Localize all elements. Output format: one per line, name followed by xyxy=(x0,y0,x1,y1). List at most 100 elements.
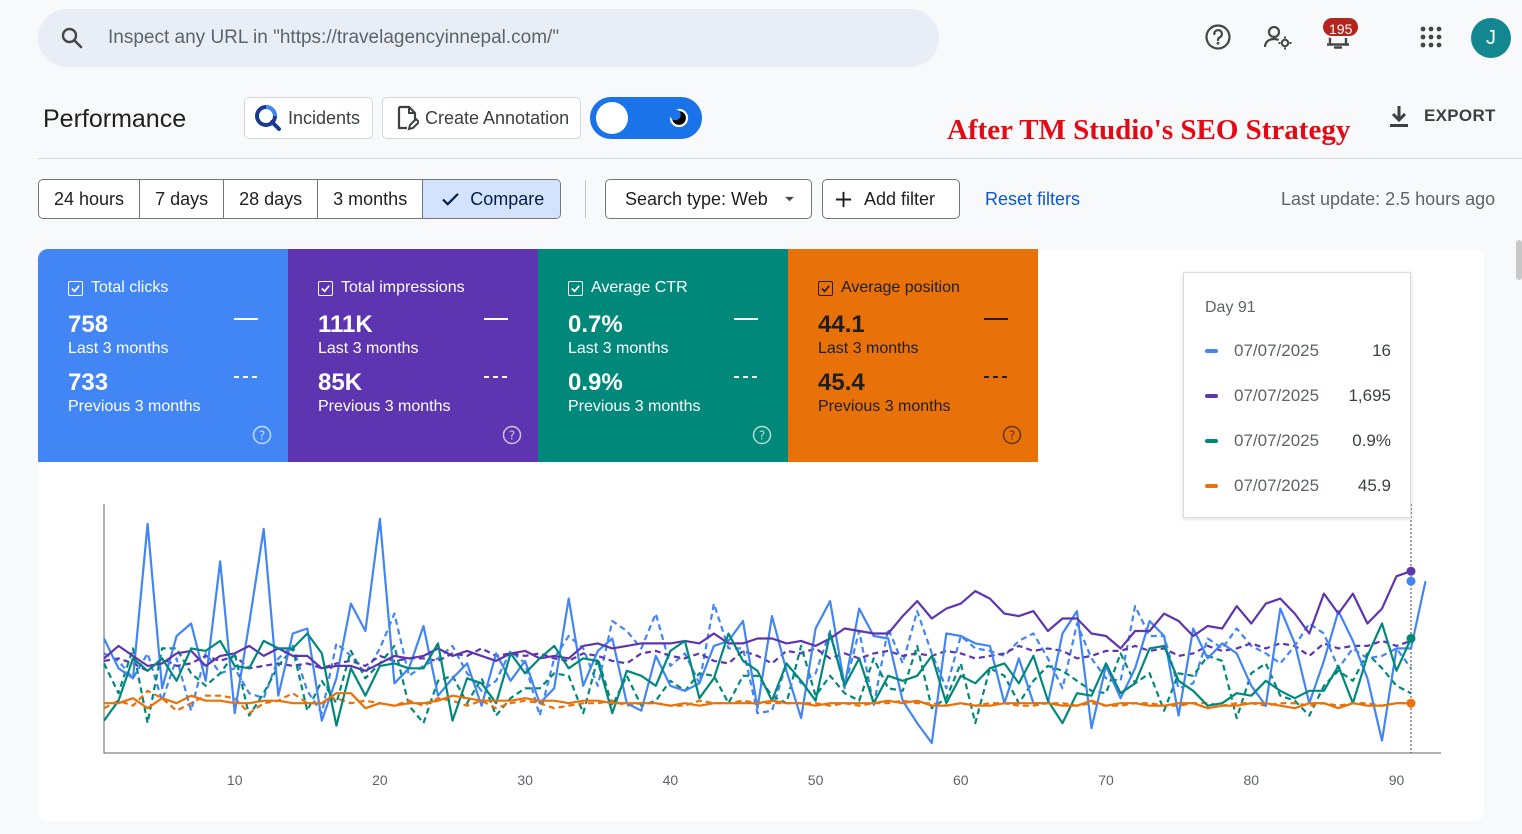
current-period-line-2[interactable] xyxy=(103,622,1413,727)
metric-value-current: 44.1 xyxy=(818,311,865,338)
metric-card-average-ctr[interactable]: Average CTR 0.7% Last 3 months 0.9% Prev… xyxy=(538,249,788,462)
x-tick-label-40: 40 xyxy=(663,772,679,788)
apps-grid-icon[interactable] xyxy=(1416,22,1446,52)
current-period-line-0[interactable] xyxy=(103,517,1427,745)
solid-line-legend xyxy=(234,318,258,320)
metric-header: Average position xyxy=(818,279,960,297)
hover-point-1 xyxy=(1406,566,1416,576)
annotation-note-icon xyxy=(397,105,419,131)
page-scrollbar[interactable] xyxy=(1516,240,1522,280)
metric-label: Total impressions xyxy=(341,279,465,296)
x-tick-label-20: 20 xyxy=(372,772,388,788)
dashed-line-legend xyxy=(484,376,508,378)
date-range-selector: 24 hours 7 days 28 days 3 months Compare xyxy=(38,179,562,219)
checkbox-checked-icon[interactable] xyxy=(318,280,333,296)
tooltip-date: 07/07/2025 xyxy=(1234,476,1320,495)
metric-value-previous: 45.4 xyxy=(818,369,865,396)
top-bar: 195 J xyxy=(0,0,1522,80)
hover-point-2 xyxy=(1406,633,1416,643)
page-title: Performance xyxy=(43,105,187,133)
metric-value-current: 758 xyxy=(68,311,109,338)
previous-period-line-6[interactable] xyxy=(103,644,1412,725)
add-filter-button[interactable]: Add filter xyxy=(822,179,960,219)
tooltip-date: 07/07/2025 xyxy=(1234,386,1320,405)
export-button[interactable]: EXPORT xyxy=(1388,104,1496,128)
tooltip-row-position: 07/07/2025 45.9 xyxy=(1205,474,1391,498)
svg-text:?: ? xyxy=(1009,429,1015,443)
metric-card-average-position[interactable]: Average position 44.1 Last 3 months 45.4… xyxy=(788,249,1038,462)
search-type-label: Search type: Web xyxy=(625,188,768,209)
x-tick-label-80: 80 xyxy=(1243,772,1259,788)
notification-count-badge: 195 xyxy=(1321,16,1361,38)
solid-line-legend xyxy=(984,318,1008,320)
metric-period-previous: Previous 3 months xyxy=(68,398,201,415)
metric-card-total-clicks[interactable]: Total clicks 758 Last 3 months 733 Previ… xyxy=(38,249,288,462)
dashed-line-legend xyxy=(734,376,758,378)
tooltip-row-ctr: 07/07/2025 0.9% xyxy=(1205,429,1391,453)
performance-line-chart[interactable]: 10 20 30 40 50 60 70 80 90 xyxy=(38,249,1484,821)
help-icon[interactable] xyxy=(1203,22,1233,52)
range-7-days[interactable]: 7 days xyxy=(140,180,225,218)
x-tick-label-10: 10 xyxy=(227,772,243,788)
checkbox-checked-icon[interactable] xyxy=(68,280,83,296)
range-28-days[interactable]: 28 days xyxy=(224,180,319,218)
reset-filters-link[interactable]: Reset filters xyxy=(985,189,1081,209)
range-24-hours[interactable]: 24 hours xyxy=(39,180,141,218)
metric-value-previous: 85K xyxy=(318,369,363,396)
help-icon[interactable]: ? xyxy=(252,425,272,445)
metric-value-current: 0.7% xyxy=(568,311,623,338)
metric-value-previous: 733 xyxy=(68,369,109,396)
chart-tooltip: Day 91 07/07/2025 16 07/07/2025 1,695 07… xyxy=(1183,272,1411,518)
series-swatch xyxy=(1205,484,1218,488)
incidents-button[interactable]: Incidents xyxy=(244,97,373,139)
search-icon xyxy=(61,27,83,49)
help-icon[interactable]: ? xyxy=(1002,425,1022,445)
export-label: EXPORT xyxy=(1424,106,1496,125)
metric-period-current: Last 3 months xyxy=(568,340,669,357)
toggle-knob xyxy=(596,102,628,134)
previous-period-line-5[interactable] xyxy=(103,639,1412,672)
tooltip-value: 16 xyxy=(1372,341,1391,360)
incidents-icon xyxy=(255,105,281,131)
previous-period-line-4[interactable] xyxy=(103,602,1412,717)
checkbox-checked-icon[interactable] xyxy=(568,280,583,296)
moon-icon xyxy=(669,108,689,128)
series-swatch xyxy=(1205,394,1218,398)
hover-point-3 xyxy=(1406,698,1416,708)
current-period-line-3[interactable] xyxy=(104,692,1411,710)
compare-option[interactable]: Compare xyxy=(423,180,561,218)
hover-point-0 xyxy=(1406,576,1416,586)
metric-header: Average CTR xyxy=(568,279,688,297)
url-inspection-search[interactable] xyxy=(38,9,939,67)
search-type-dropdown[interactable]: Search type: Web xyxy=(605,179,812,219)
dark-mode-toggle[interactable] xyxy=(590,97,702,139)
svg-text:?: ? xyxy=(759,429,765,443)
search-input[interactable] xyxy=(108,9,908,67)
current-period-line-1[interactable] xyxy=(103,570,1412,672)
metric-period-current: Last 3 months xyxy=(318,340,419,357)
help-icon[interactable]: ? xyxy=(502,425,522,445)
dashed-line-legend xyxy=(234,376,258,378)
metric-period-previous: Previous 3 months xyxy=(818,398,951,415)
download-icon xyxy=(1390,106,1408,127)
metric-header: Total impressions xyxy=(318,279,465,297)
filter-separator xyxy=(585,180,586,218)
x-tick-label-50: 50 xyxy=(808,772,824,788)
seo-strategy-caption: After TM Studio's SEO Strategy xyxy=(947,114,1351,146)
metric-period-current: Last 3 months xyxy=(818,340,919,357)
header-divider xyxy=(38,158,1522,159)
range-3-months[interactable]: 3 months xyxy=(318,180,424,218)
account-avatar[interactable]: J xyxy=(1471,18,1511,58)
metric-label: Average position xyxy=(841,279,960,296)
help-icon[interactable]: ? xyxy=(752,425,772,445)
x-tick-label-60: 60 xyxy=(953,772,969,788)
dashed-line-legend xyxy=(984,376,1008,378)
checkbox-checked-icon[interactable] xyxy=(818,280,833,296)
tooltip-date: 07/07/2025 xyxy=(1234,431,1320,450)
metric-card-total-impressions[interactable]: Total impressions 111K Last 3 months 85K… xyxy=(288,249,538,462)
tooltip-day: Day 91 xyxy=(1205,299,1256,316)
create-annotation-button[interactable]: Create Annotation xyxy=(382,97,581,139)
x-tick-label-90: 90 xyxy=(1389,772,1405,788)
user-settings-icon[interactable] xyxy=(1263,22,1293,52)
svg-text:?: ? xyxy=(509,429,515,443)
